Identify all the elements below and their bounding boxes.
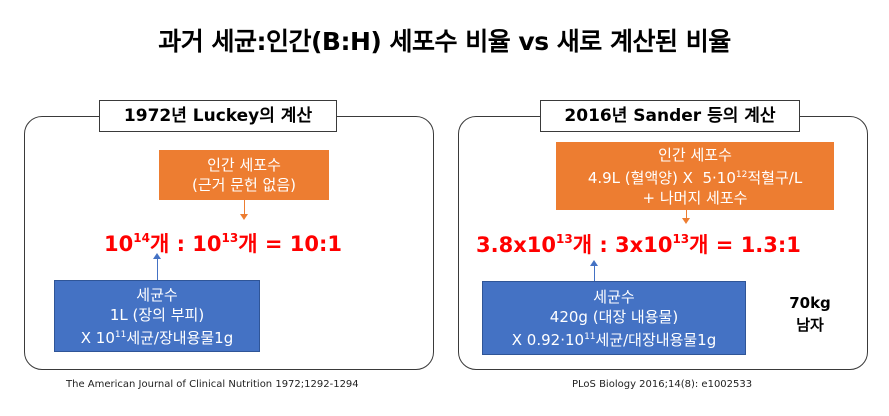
left-down-arrow-icon <box>240 214 248 220</box>
right-ratio-a-unit: 개 <box>572 233 593 257</box>
left-bacteria-line3-exp: 11 <box>114 329 127 340</box>
right-bacteria-box: 세균수 420g (대장 내용물) X 0.92·1011세균/대장내용물1g <box>482 281 746 355</box>
right-human-line2: 4.9L (혈액양) X 5·1012적혈구/L <box>556 165 834 188</box>
right-human-line3: + 나머지 세포수 <box>642 188 748 207</box>
right-down-arrow-line <box>686 210 687 220</box>
right-ratio-b-base: 3x10 <box>615 233 673 257</box>
right-panel-heading: 2016년 Sander 등의 계산 <box>540 100 800 132</box>
left-bacteria-box: 세균수 1L (장의 부피) X 1011세균/장내용물1g <box>54 280 260 352</box>
right-ratio-result: 1.3:1 <box>740 233 801 257</box>
left-human-line2: (근거 문헌 없음) <box>191 176 297 194</box>
right-bacteria-line3-post: 세균/대장내용물1g <box>595 330 717 349</box>
left-ratio-result: 10:1 <box>289 232 343 256</box>
left-human-cell-box: 인간 세포수 (근거 문헌 없음) <box>159 150 329 200</box>
right-up-arrow-icon <box>590 260 598 266</box>
left-ratio-b-exp: 13 <box>221 231 239 245</box>
left-ratio-b-unit: 개 <box>238 232 258 256</box>
right-ratio-a-base: 3.8x10 <box>476 233 556 257</box>
right-ratio-sep: : <box>592 233 616 257</box>
left-panel-heading: 1972년 Luckey의 계산 <box>99 100 337 132</box>
right-bacteria-line3-pre: X 0.92·10 <box>511 330 585 349</box>
left-bacteria-line3: X 1011세균/장내용물1g <box>54 325 260 348</box>
right-bacteria-line3: X 0.92·1011세균/대장내용물1g <box>482 327 746 350</box>
right-ratio-b-exp: 13 <box>672 232 690 246</box>
left-bacteria-line3-pre: X 10 <box>80 328 115 347</box>
left-ratio-sep: : <box>169 232 193 256</box>
page-title: 과거 세균:인간(B:H) 세포수 비율 vs 새로 계산된 비율 <box>158 27 731 56</box>
right-bacteria-line2: 420g (대장 내용물) <box>549 307 679 326</box>
right-ratio-b-unit: 개 <box>689 233 709 257</box>
right-ratio-a-exp: 13 <box>555 232 573 246</box>
left-ratio-eq: = <box>257 232 290 256</box>
left-ratio-b-base: 10 <box>192 232 222 256</box>
left-citation: The American Journal of Clinical Nutriti… <box>66 379 359 390</box>
right-ratio: 3.8x1013개 : 3x1013개 = 1.3:1 <box>476 229 801 259</box>
left-human-line1: 인간 세포수 <box>207 156 281 174</box>
right-human-line2-exp: 12 <box>735 169 748 180</box>
right-bacteria-line3-exp: 11 <box>584 331 596 342</box>
left-bacteria-line1: 세균수 <box>136 285 178 304</box>
left-ratio-a-unit: 개 <box>149 232 170 256</box>
male-note-label: 남자 <box>796 316 824 334</box>
left-down-arrow-line <box>244 200 245 216</box>
right-human-line2-pre: 4.9L (혈액양) X 5·10 <box>587 168 736 187</box>
male-70kg-note: 70kg 남자 <box>770 292 850 336</box>
right-human-line2-post: 적혈구/L <box>747 168 803 187</box>
left-up-arrow-line <box>157 258 158 280</box>
left-bacteria-line2: 1L (장의 부피) <box>109 305 205 324</box>
left-up-arrow-icon <box>153 253 161 259</box>
right-ratio-eq: = <box>708 233 741 257</box>
right-human-cell-box: 인간 세포수 4.9L (혈액양) X 5·1012적혈구/L + 나머지 세포… <box>556 142 834 210</box>
right-up-arrow-line <box>594 265 595 281</box>
left-ratio-a-exp: 14 <box>133 231 150 245</box>
right-bacteria-line1: 세균수 <box>593 287 635 306</box>
right-down-arrow-icon <box>682 218 690 224</box>
right-human-line1: 인간 세포수 <box>658 145 732 164</box>
left-ratio: 1014개 : 1013개 = 10:1 <box>104 228 342 258</box>
left-bacteria-line3-post: 세균/장내용물1g <box>126 328 234 347</box>
right-citation: PLoS Biology 2016;14(8): e1002533 <box>572 379 753 390</box>
male-note-weight: 70kg <box>789 294 831 312</box>
left-ratio-a-base: 10 <box>104 232 134 256</box>
